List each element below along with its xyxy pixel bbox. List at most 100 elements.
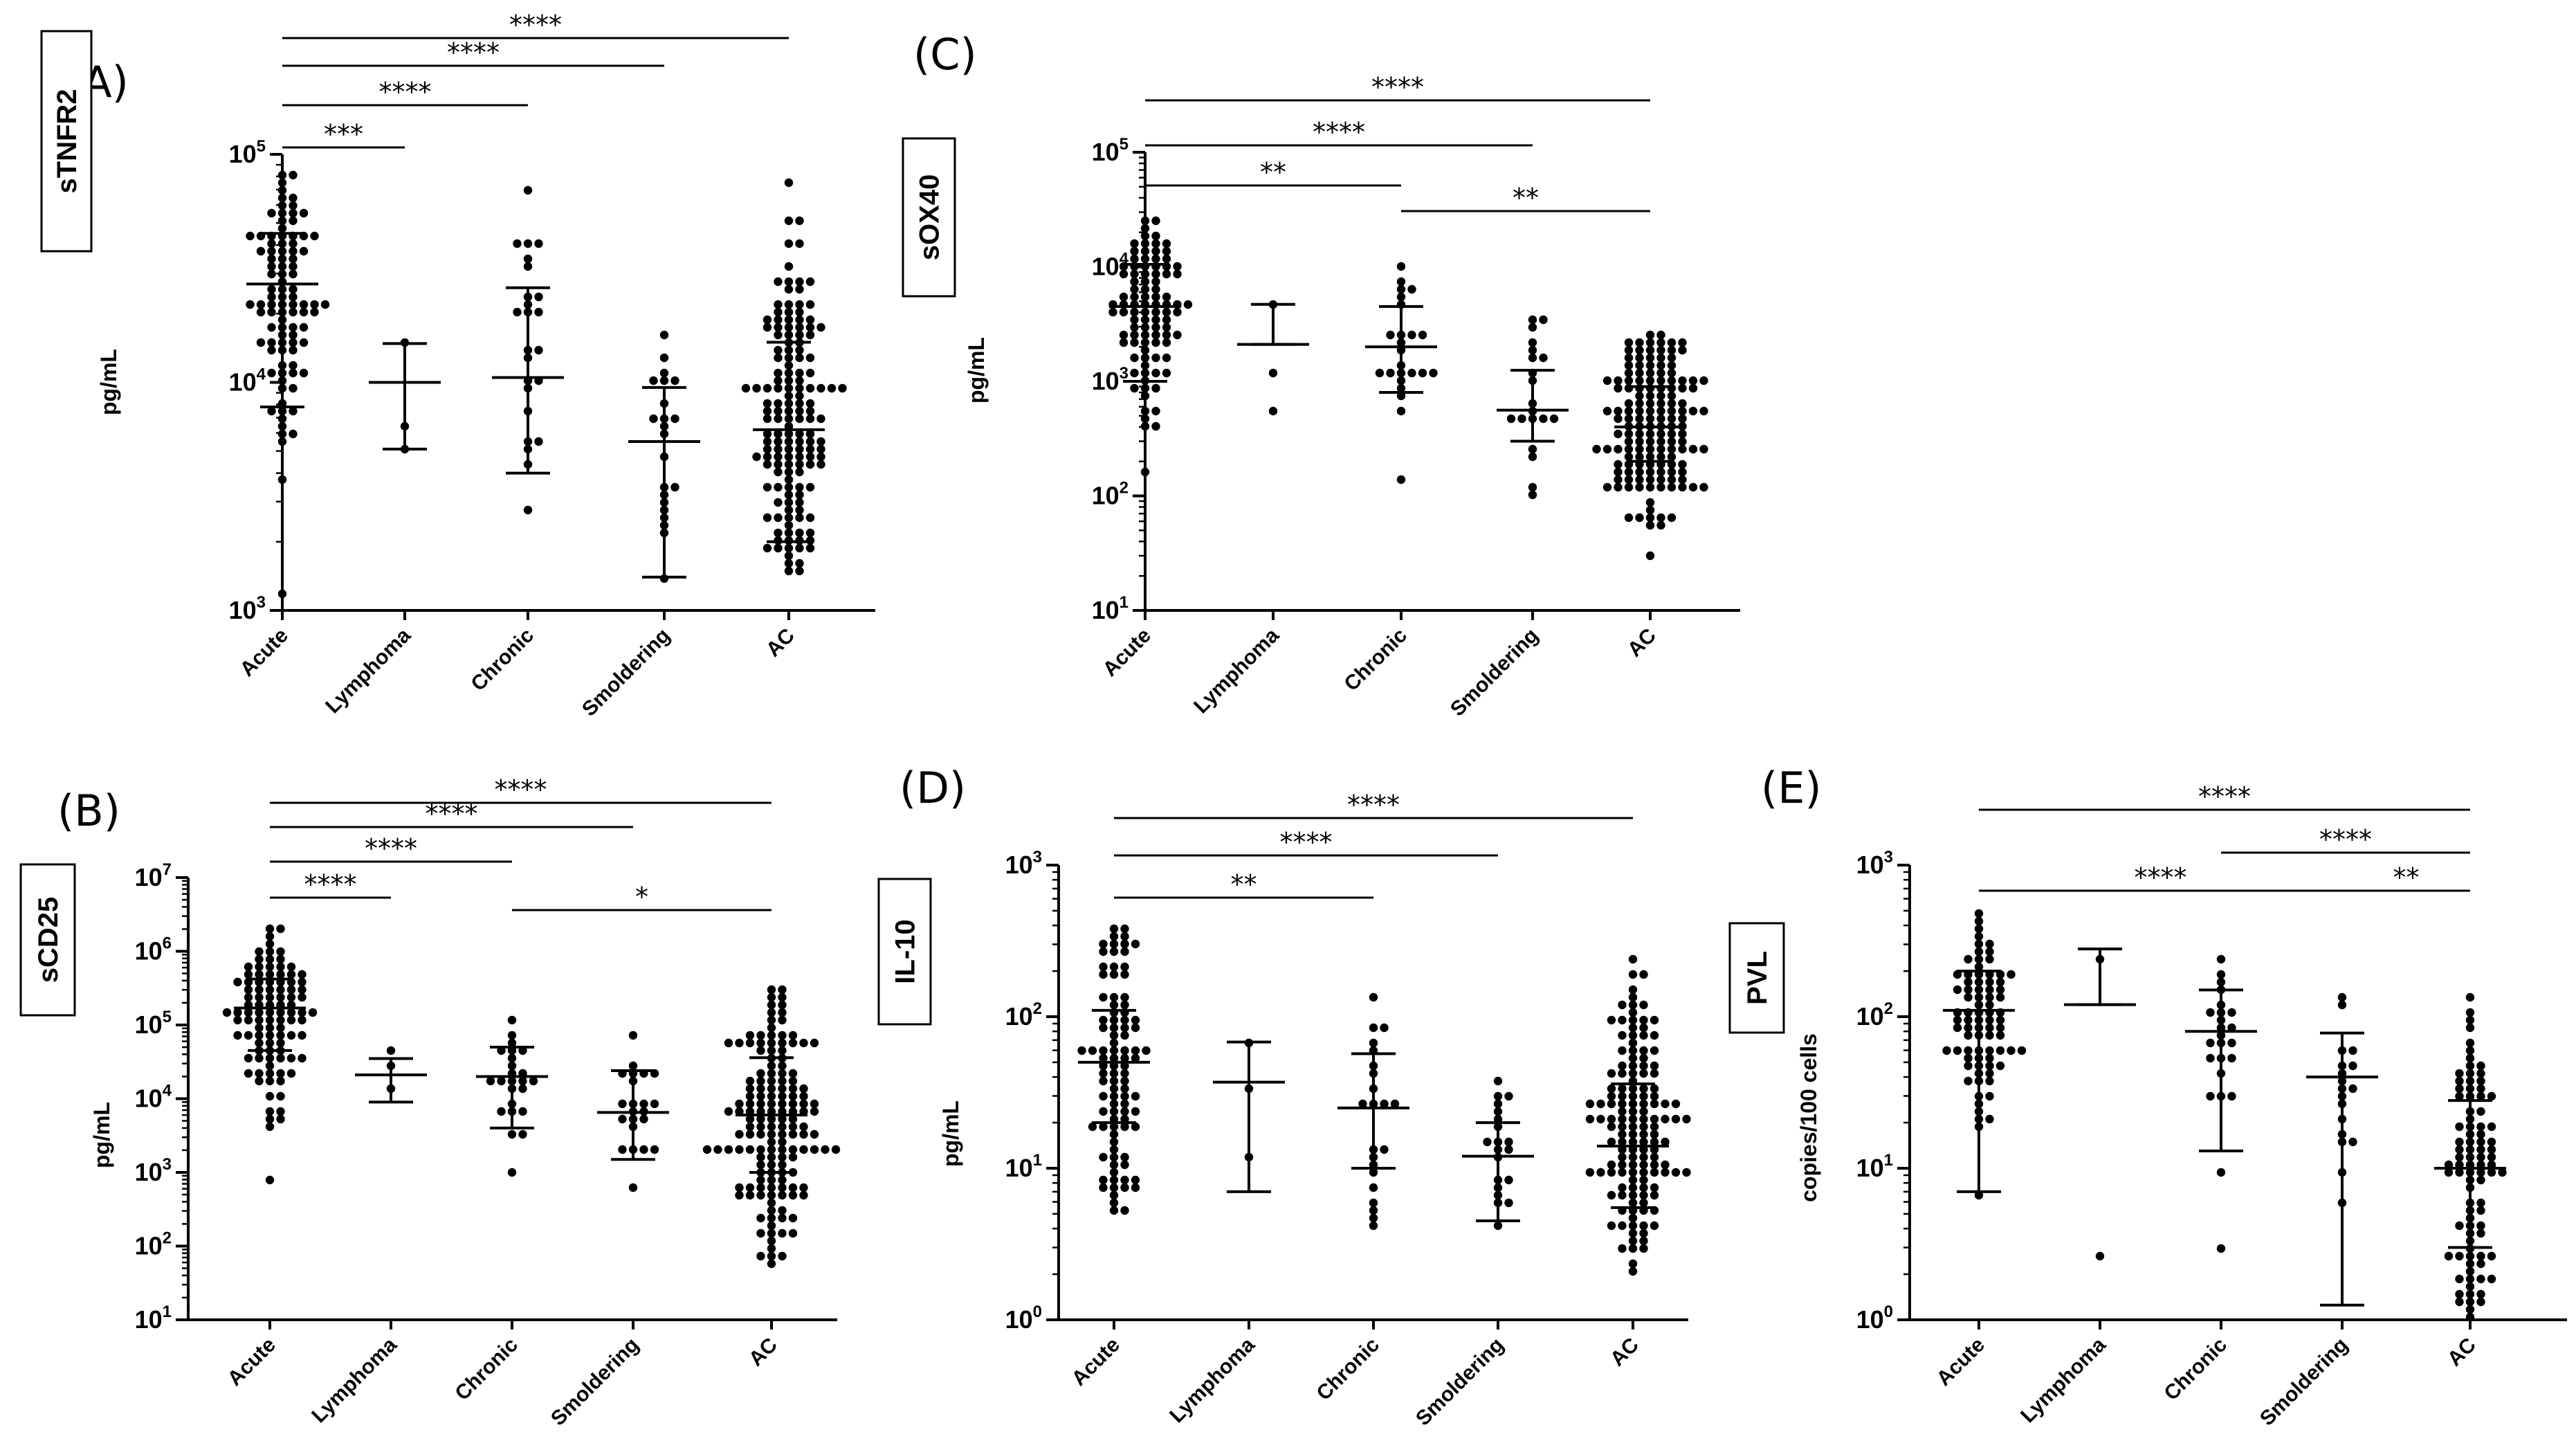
data-point [1650,1183,1659,1192]
y-tick-label: 103 [1092,364,1129,395]
y-axis-unit: pg/mL [964,337,989,403]
data-point [308,1008,318,1017]
data-point [1635,444,1644,454]
data-point [1140,406,1150,416]
data-point [735,1183,744,1192]
data-point [805,437,815,446]
data-point [1682,1168,1691,1177]
data-point [784,239,794,248]
data-point [2227,1053,2236,1063]
y-axis-unit: pg/mL [96,349,121,415]
data-point [795,513,804,523]
significance-label: **** [1371,72,1424,102]
data-point [2476,1206,2485,1215]
data-point [1656,368,1665,378]
data-point [1985,977,1994,987]
data-point [774,452,783,462]
x-tick-label: Lymphoma [1165,1333,1259,1427]
data-point [277,208,287,218]
data-point [2216,970,2226,979]
data-point [1109,1183,1119,1192]
data-point [1396,262,1406,271]
data-point [1618,1190,1627,1200]
data-point [255,970,264,979]
data-point [507,1038,517,1048]
data-point [1592,444,1601,454]
data-point [1607,1190,1616,1200]
data-point [267,269,276,279]
data-point [2465,1061,2475,1071]
data-point [1618,1160,1627,1170]
data-point [659,353,669,363]
data-point [233,1015,242,1025]
data-point [1607,1122,1616,1132]
data-point [277,201,287,210]
data-point [795,498,804,507]
data-point [1483,1137,1492,1147]
data-point [774,406,783,416]
data-point [774,482,783,492]
data-point [805,315,815,325]
data-point [1639,1069,1648,1078]
data-point [1268,368,1278,378]
data-point [1678,406,1687,416]
data-point [1639,1221,1648,1231]
data-point [767,1038,776,1048]
data-point [1639,1236,1648,1246]
data-point [1099,1046,1108,1055]
data-point [1109,1160,1119,1170]
data-point [289,193,298,203]
data-point [805,330,815,340]
data-point [534,292,543,302]
y-tick-label: 105 [229,137,266,168]
data-point [497,1107,506,1116]
data-point [670,414,679,424]
data-point [1607,1099,1616,1109]
data-point [1628,1267,1638,1276]
data-point [1639,1129,1648,1139]
data-point [767,1023,776,1033]
data-point [289,254,298,264]
data-point [1151,421,1160,431]
data-point [1650,1129,1659,1139]
data-point [1151,284,1160,294]
data-point [805,277,815,287]
data-point [1628,970,1638,979]
data-point [778,1076,787,1086]
data-point [1628,1069,1638,1078]
data-point [1162,246,1171,256]
data-point [1645,482,1655,492]
data-point [1614,475,1623,484]
data-point [762,323,772,332]
data-point [795,467,804,477]
data-point [1151,315,1160,325]
y-axis-label: sTNFR2 [52,89,82,193]
data-point [1667,414,1677,424]
data-point [1539,353,1548,363]
data-point [1639,1046,1648,1055]
data-point [1628,1046,1638,1055]
data-point [1639,1175,1648,1185]
data-point [1678,345,1687,355]
x-tick-label: Chronic [2159,1334,2231,1405]
data-point [1109,1000,1119,1010]
data-point [1618,1152,1627,1162]
data-point [1596,1099,1605,1109]
data-point [2476,1297,2485,1307]
data-point [1974,916,1984,926]
data-point [1618,1000,1627,1010]
data-point [1699,376,1708,385]
data-point [795,482,804,492]
data-point [1667,399,1677,408]
data-point [299,307,309,317]
data-point [1639,1091,1648,1101]
data-point [1628,1228,1638,1238]
data-point [1099,992,1108,1002]
data-point [1109,1190,1119,1200]
significance-label: ** [1260,157,1286,188]
data-point [1985,1023,1994,1033]
data-point [1618,1114,1627,1124]
data-point [1528,353,1537,363]
data-point [778,985,787,995]
x-tick-label: Lymphoma [321,624,415,718]
